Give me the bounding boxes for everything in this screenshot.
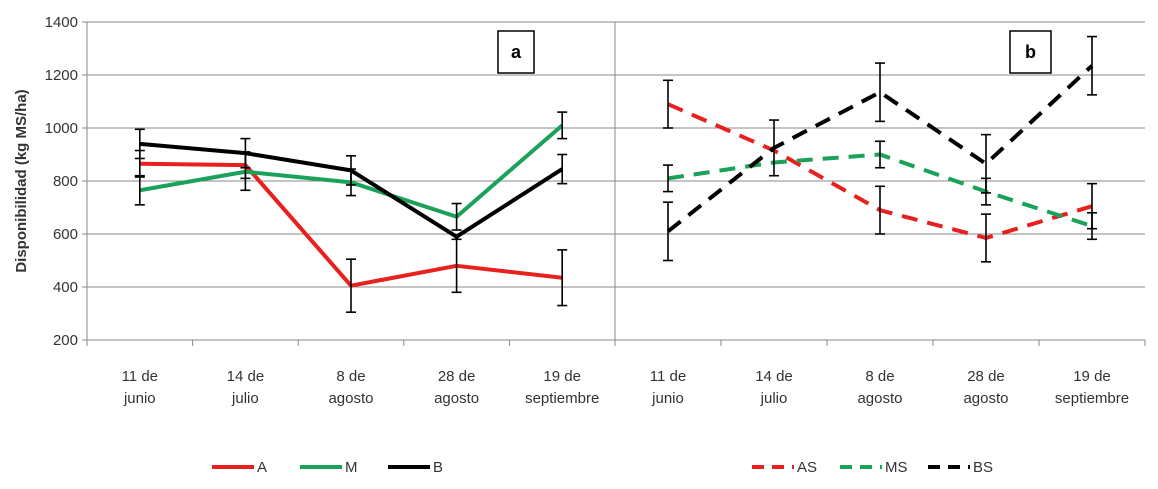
x-tick-label: agosto	[963, 390, 1008, 407]
series-line-BS	[666, 64, 1094, 233]
panel-label-box-b	[1009, 30, 1052, 74]
y-tick-label: 1000	[45, 120, 78, 137]
x-tick-label: 11 de	[650, 368, 686, 385]
x-tick-label: 19 de	[543, 368, 581, 385]
panel-label-box-a	[497, 30, 535, 74]
x-tick-label: 28 de	[438, 368, 476, 385]
x-tick-label: agosto	[434, 390, 479, 407]
y-tick-label: 1400	[45, 14, 78, 31]
x-tick-label: junio	[651, 390, 684, 407]
x-tick-label: 8 de	[336, 368, 365, 385]
x-tick-label: 28 de	[967, 368, 1005, 385]
panel-label-a: a	[511, 42, 522, 62]
x-tick-label: 8 de	[865, 368, 894, 385]
y-axis-label: Disponibilidad (kg MS/ha)	[13, 89, 30, 272]
x-tick-label: julio	[231, 390, 259, 407]
x-tick-label: 11 de	[122, 368, 158, 385]
x-tick-label: junio	[123, 390, 156, 407]
legend-label-A: A	[257, 459, 267, 476]
x-tick-label: septiembre	[525, 390, 599, 407]
x-tick-label: septiembre	[1055, 390, 1129, 407]
x-tick-label: agosto	[328, 390, 373, 407]
legend-label-AS: AS	[797, 459, 817, 476]
y-tick-label: 800	[53, 173, 78, 190]
y-tick-label: 200	[53, 332, 78, 349]
x-tick-label: agosto	[857, 390, 902, 407]
x-tick-label: 14 de	[755, 368, 793, 385]
y-tick-label: 1200	[45, 67, 78, 84]
x-tick-label: julio	[760, 390, 788, 407]
legend-label-BS: BS	[973, 459, 993, 476]
y-tick-label: 400	[53, 279, 78, 296]
x-tick-label: 19 de	[1073, 368, 1111, 385]
legend-label-M: M	[345, 459, 358, 476]
panel-label-b: b	[1025, 42, 1036, 62]
y-tick-label: 600	[53, 226, 78, 243]
x-tick-label: 14 de	[227, 368, 265, 385]
legend-label-MS: MS	[885, 459, 908, 476]
legend-label-B: B	[433, 459, 443, 476]
